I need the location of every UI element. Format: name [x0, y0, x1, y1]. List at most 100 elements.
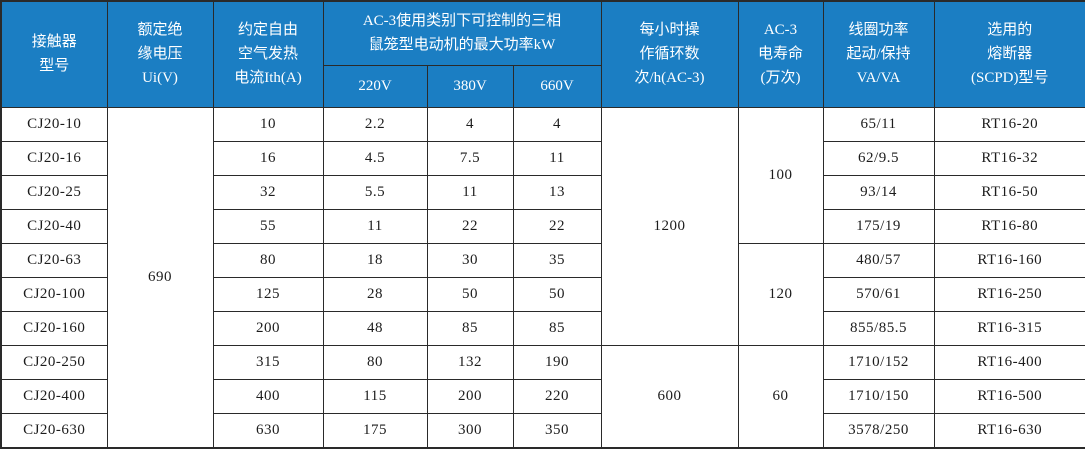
- cell-power-220v: 28: [322, 276, 428, 312]
- cell-power-660v: 22: [512, 208, 602, 244]
- cell-fuse-model: RT16-400: [933, 344, 1085, 380]
- cell-coil-power: 175/19: [822, 208, 935, 244]
- header-220v: 220V: [322, 64, 428, 108]
- cell-power-220v: 80: [322, 344, 428, 380]
- header-380v: 380V: [426, 64, 514, 108]
- cell-fuse-model: RT16-500: [933, 378, 1085, 414]
- cell-power-380v: 7.5: [426, 140, 514, 176]
- cell-model: CJ20-100: [0, 276, 108, 312]
- header-fuse-model: 选用的 熔断器 (SCPD)型号: [933, 0, 1085, 108]
- cell-power-660v: 13: [512, 174, 602, 210]
- cell-power-220v: 18: [322, 242, 428, 278]
- cell-model: CJ20-400: [0, 378, 108, 414]
- table-row: CJ20-25 32 5.5 11 13 93/14 RT16-50: [0, 174, 1085, 210]
- header-cycles-per-hour: 每小时操 作循环数 次/h(AC-3): [600, 0, 739, 108]
- table-row: CJ20-10 690 10 2.2 4 4 1200 100 65/11 RT16-20: [0, 106, 1085, 448]
- table-row: CJ20-400 400 115 200 220 1710/150 RT16-500: [0, 378, 1085, 414]
- cell-coil-power: 62/9.5: [822, 140, 935, 176]
- cell-model: CJ20-10: [0, 106, 108, 142]
- header-ac3-motor-power: AC-3使用类别下可控制的三相 鼠笼型电动机的最大功率kW: [322, 0, 602, 66]
- cell-coil-power: 855/85.5: [822, 310, 935, 346]
- cell-electrical-life: 60: [737, 344, 824, 448]
- cell-thermal-current: 55: [212, 208, 324, 244]
- table-body: CJ20-10 690 10 2.2 4 4 1200 100 65/11 RT16-20 CJ20…: [0, 106, 1085, 448]
- cell-model: CJ20-25: [0, 174, 108, 210]
- cell-power-220v: 115: [322, 378, 428, 414]
- header-thermal-current: 约定自由 空气发热 电流Ith(A): [212, 0, 324, 108]
- cell-power-220v: 11: [322, 208, 428, 244]
- header-electrical-life: AC-3 电寿命 (万次): [737, 0, 824, 108]
- cell-fuse-model: RT16-250: [933, 276, 1085, 312]
- cell-cycles-per-hour: 1200: [600, 106, 739, 346]
- cell-electrical-life: 100: [737, 106, 824, 244]
- header-660v: 660V: [512, 64, 602, 108]
- header-row-sub: 220V 380V 660V: [1, 64, 1085, 108]
- cell-power-380v: 85: [426, 310, 514, 346]
- cell-electrical-life: 120: [737, 242, 824, 346]
- cell-power-380v: 4: [426, 106, 514, 142]
- cell-power-380v: 30: [426, 242, 514, 278]
- cell-coil-power: 93/14: [822, 174, 935, 210]
- cell-power-660v: 220: [512, 378, 602, 414]
- cell-fuse-model: RT16-630: [933, 412, 1085, 448]
- cell-fuse-model: RT16-315: [933, 310, 1085, 346]
- cell-power-660v: 35: [512, 242, 602, 278]
- header-coil-power: 线圈功率 起动/保持 VA/VA: [822, 0, 935, 108]
- table-row: CJ20-250 315 80 132 190 600 60 1710/152 RT16-400: [0, 344, 1085, 448]
- cell-model: CJ20-250: [0, 344, 108, 380]
- cell-insulation-voltage: 690: [106, 106, 214, 448]
- cell-thermal-current: 125: [212, 276, 324, 312]
- header-rated-insulation-voltage: 额定绝 缘电压 Ui(V): [106, 0, 214, 108]
- cell-fuse-model: RT16-160: [933, 242, 1085, 278]
- cell-power-220v: 4.5: [322, 140, 428, 176]
- cell-power-660v: 11: [512, 140, 602, 176]
- cell-power-660v: 4: [512, 106, 602, 142]
- cell-cycles-per-hour: 600: [600, 344, 739, 448]
- header-model: 接触器 型号: [0, 0, 108, 108]
- cell-thermal-current: 200: [212, 310, 324, 346]
- cell-thermal-current: 630: [212, 412, 324, 448]
- cell-fuse-model: RT16-20: [933, 106, 1085, 142]
- cell-power-220v: 5.5: [322, 174, 428, 210]
- cell-coil-power: 480/57: [822, 242, 935, 278]
- cell-power-380v: 50: [426, 276, 514, 312]
- cell-model: CJ20-40: [0, 208, 108, 244]
- table-row: CJ20-16 16 4.5 7.5 11 62/9.5 RT16-32: [0, 140, 1085, 176]
- cell-coil-power: 1710/152: [822, 344, 935, 380]
- cell-power-660v: 350: [512, 412, 602, 448]
- cell-coil-power: 3578/250: [822, 412, 935, 448]
- cell-fuse-model: RT16-50: [933, 174, 1085, 210]
- cell-model: CJ20-16: [0, 140, 108, 176]
- cell-power-220v: 48: [322, 310, 428, 346]
- table-row: CJ20-160 200 48 85 85 855/85.5 RT16-315: [0, 310, 1085, 346]
- header-row-top: 接触器 型号 额定绝 缘电压 Ui(V) 约定自由 空气发热 电流Ith(A) …: [0, 0, 1085, 108]
- cell-thermal-current: 10: [212, 106, 324, 142]
- table-header: 接触器 型号 额定绝 缘电压 Ui(V) 约定自由 空气发热 电流Ith(A) …: [0, 0, 1085, 108]
- cell-power-220v: 175: [322, 412, 428, 448]
- cell-thermal-current: 80: [212, 242, 324, 278]
- table-row: CJ20-40 55 11 22 22 175/19 RT16-80: [0, 208, 1085, 244]
- cell-fuse-model: RT16-32: [933, 140, 1085, 176]
- cell-power-380v: 200: [426, 378, 514, 414]
- cell-power-380v: 300: [426, 412, 514, 448]
- cell-model: CJ20-630: [0, 412, 108, 448]
- cell-power-660v: 190: [512, 344, 602, 380]
- cell-thermal-current: 32: [212, 174, 324, 210]
- cell-power-660v: 50: [512, 276, 602, 312]
- cell-coil-power: 570/61: [822, 276, 935, 312]
- cell-fuse-model: RT16-80: [933, 208, 1085, 244]
- cell-coil-power: 1710/150: [822, 378, 935, 414]
- cell-power-220v: 2.2: [322, 106, 428, 142]
- table-row: CJ20-100 125 28 50 50 570/61 RT16-250: [0, 276, 1085, 312]
- cell-power-380v: 22: [426, 208, 514, 244]
- cell-model: CJ20-160: [0, 310, 108, 346]
- cell-thermal-current: 16: [212, 140, 324, 176]
- cell-power-380v: 132: [426, 344, 514, 380]
- cell-thermal-current: 400: [212, 378, 324, 414]
- cell-power-380v: 11: [426, 174, 514, 210]
- cell-coil-power: 65/11: [822, 106, 935, 142]
- cell-thermal-current: 315: [212, 344, 324, 380]
- cell-model: CJ20-63: [0, 242, 108, 278]
